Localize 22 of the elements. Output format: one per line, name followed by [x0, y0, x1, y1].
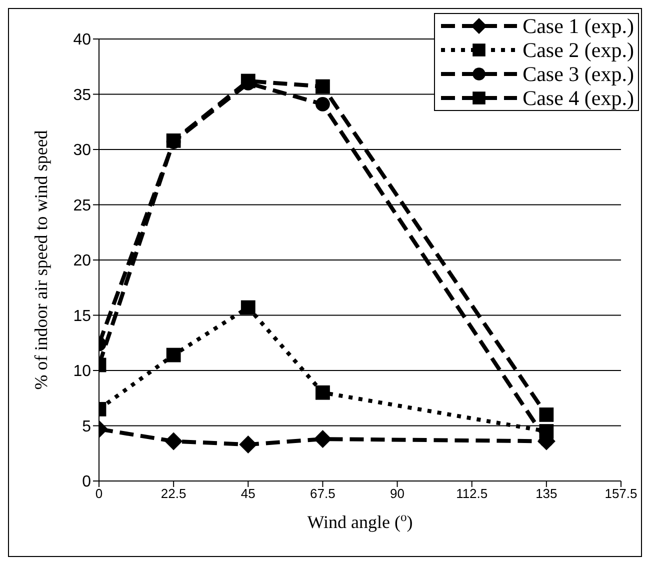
- y-axis-title: % of indoor air speed to wind speed: [31, 130, 51, 390]
- x-tick-label: 135: [536, 486, 558, 502]
- legend-label: Case 3 (exp.): [522, 62, 634, 86]
- legend-label: Case 1 (exp.): [522, 14, 634, 38]
- x-tick-label: 67.5: [310, 486, 336, 502]
- y-tick-label: 10: [73, 363, 92, 380]
- x-tick-label: 22.5: [160, 486, 186, 502]
- legend-label: Case 4 (exp.): [522, 86, 634, 110]
- y-tick-label: 5: [82, 418, 92, 436]
- y-tick-label: 20: [73, 252, 92, 270]
- x-axis-title: Wind angle ($^{o}$): [307, 510, 413, 532]
- y-tick-label: 40: [73, 32, 92, 49]
- y-tick-label: 30: [73, 142, 92, 160]
- x-tick-label: 0: [95, 486, 103, 502]
- y-tick-label: 35: [73, 86, 92, 104]
- x-tick-label: 112.5: [456, 486, 488, 502]
- x-tick-label: 157.5: [604, 486, 638, 502]
- y-tick-label: 15: [73, 308, 92, 325]
- y-tick-label: 25: [73, 197, 92, 214]
- legend-label: Case 2 (exp.): [522, 38, 634, 62]
- x-tick-label: 90: [390, 486, 405, 502]
- x-tick-label: 45: [240, 486, 256, 502]
